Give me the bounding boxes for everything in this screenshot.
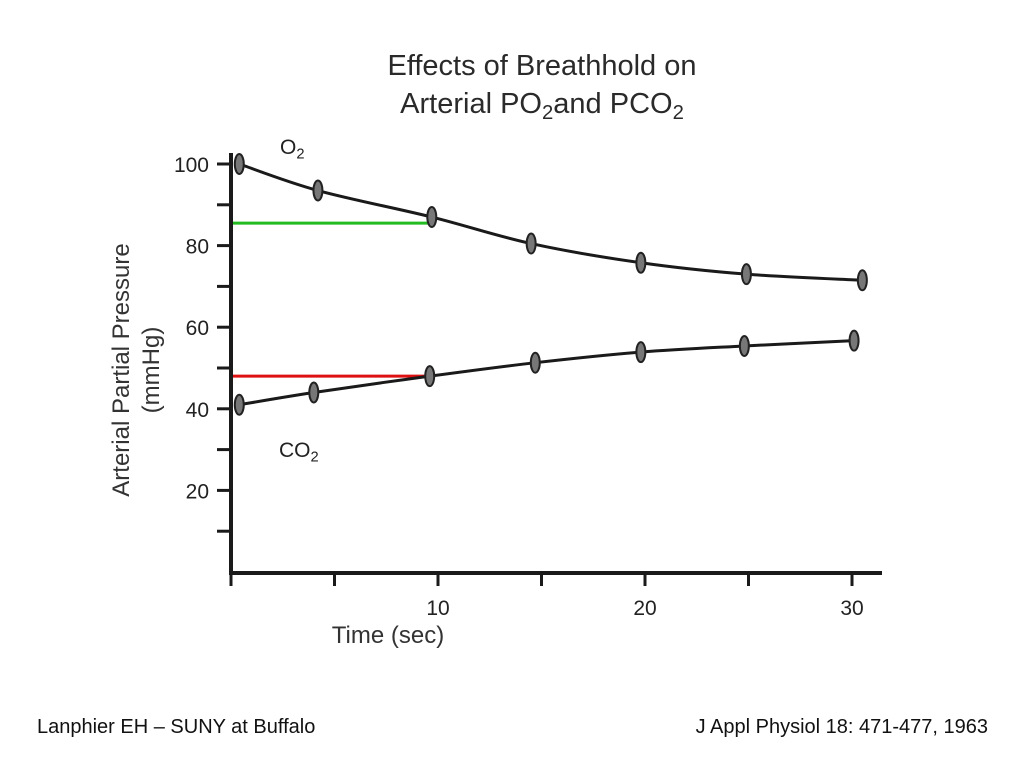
data-point-o2 bbox=[426, 206, 438, 229]
y-axis-label: Arterial Partial Pressure (mmHg) bbox=[108, 243, 165, 497]
series-line-co2 bbox=[239, 339, 855, 407]
x-axis-label: Time (sec) bbox=[331, 622, 445, 649]
x-tick-label: 10 bbox=[426, 597, 449, 620]
data-point-co2 bbox=[424, 365, 436, 388]
data-point-co2 bbox=[848, 329, 860, 352]
reference-lines bbox=[231, 221, 432, 378]
data-point-co2 bbox=[233, 393, 245, 416]
axes bbox=[229, 153, 882, 575]
y-tick-label: 100 bbox=[174, 154, 209, 177]
data-point-o2 bbox=[740, 263, 752, 286]
data-markers bbox=[233, 153, 868, 416]
series-label-co2: CO2 bbox=[279, 439, 319, 466]
series-lines bbox=[238, 162, 863, 407]
data-point-co2 bbox=[529, 351, 541, 374]
y-tick-label: 60 bbox=[186, 317, 209, 340]
data-point-o2 bbox=[856, 269, 868, 292]
y-tick-label: 80 bbox=[186, 236, 209, 259]
data-point-co2 bbox=[308, 381, 320, 404]
chart-title-line-1: Effects of Breathhold on bbox=[387, 50, 697, 82]
data-point-co2 bbox=[635, 341, 647, 364]
data-point-o2 bbox=[312, 179, 324, 202]
ticks: 20 40 60 80 100 10 20 30 bbox=[174, 154, 864, 620]
y-tick-label: 40 bbox=[186, 399, 209, 422]
footer-credit: Lanphier EH – SUNY at Buffalo bbox=[37, 716, 316, 738]
data-point-o2 bbox=[635, 251, 647, 274]
series-label-o2: O2 bbox=[280, 136, 305, 163]
data-point-o2 bbox=[525, 232, 537, 255]
chart-title-line-2: Arterial PO2and PCO2 bbox=[400, 88, 684, 125]
data-point-o2 bbox=[233, 153, 245, 175]
data-point-co2 bbox=[738, 334, 750, 357]
x-tick-label: 20 bbox=[633, 597, 656, 620]
footer-citation: J Appl Physiol 18: 471-477, 1963 bbox=[695, 716, 988, 738]
x-tick-label: 30 bbox=[840, 597, 863, 620]
y-tick-label: 20 bbox=[186, 480, 209, 503]
